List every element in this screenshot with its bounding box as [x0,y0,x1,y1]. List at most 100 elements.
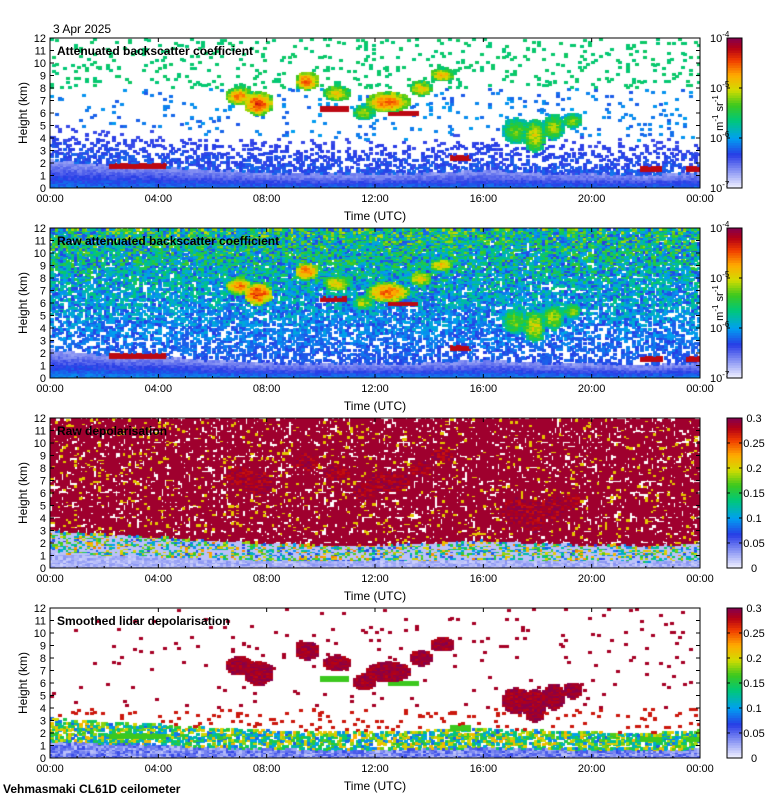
colorbar-swatch [727,558,742,562]
colorbar-swatch [727,100,742,104]
colorbar-swatch [727,525,742,529]
heatmap-2 [50,418,700,568]
panel-title: Smoothed lidar depolarisation [57,614,230,628]
colorbar-swatch [727,43,742,47]
colorbar-swatch [727,538,742,542]
colorbar-swatch [727,268,742,272]
colorbar-swatch [727,293,742,297]
colorbar-swatch [727,58,742,62]
x-axis-label: Time (UTC) [344,779,406,793]
colorbar-swatch [727,448,742,452]
y-tick-label: 4 [40,133,46,145]
colorbar-swatch [727,445,742,449]
colorbar-unit-label: m-1 sr-1 [711,95,726,131]
colorbar-swatch [727,503,742,507]
colorbar-tick-label: 0.05 [743,538,764,550]
colorbar-swatch [727,165,742,169]
y-axis-label: Height (km) [16,652,30,714]
colorbar-swatch [727,53,742,57]
colorbar-swatch [727,158,742,162]
colorbar-tick-label: 0.25 [743,438,764,450]
colorbar-swatch [727,460,742,464]
colorbar-swatch [727,560,742,564]
y-tick-label: 9 [40,641,46,653]
colorbar-swatch [727,473,742,477]
x-tick-label: 20:00 [578,573,606,585]
colorbar-swatch [727,375,742,379]
y-tick-label: 8 [40,653,46,665]
colorbar-swatch [727,283,742,287]
colorbar-swatch [727,625,742,629]
colorbar-swatch [727,505,742,509]
colorbar-swatch [727,93,742,97]
x-tick-label: 12:00 [361,573,389,585]
colorbar-swatch [727,358,742,362]
colorbar-tick-label: 0.1 [746,513,761,525]
colorbar: 0.3 0.25 0.2 0.15 0.1 0.05 0 [726,603,765,765]
colorbar-swatch [727,523,742,527]
y-tick-label: 8 [40,463,46,475]
x-tick-label: 12:00 [361,193,389,205]
colorbar-swatch [727,325,742,329]
y-tick-label: 2 [40,728,46,740]
colorbar-swatch [727,638,742,642]
colorbar-swatch [727,255,742,259]
colorbar-swatch [727,615,742,619]
colorbar-swatch [727,278,742,282]
colorbar-tick-label: 0.2 [746,463,761,475]
colorbar-swatch [727,373,742,377]
colorbar-swatch [727,693,742,697]
colorbar-swatch [727,563,742,567]
colorbar-swatch [727,623,742,627]
colorbar-swatch [727,700,742,704]
colorbar-swatch [727,738,742,742]
y-tick-label: 3 [40,716,46,728]
colorbar-swatch [727,483,742,487]
colorbar-swatch [727,73,742,77]
y-tick-label: 3 [40,146,46,158]
y-tick-label: 11 [35,426,46,438]
panel-title: Raw attenuated backscatter coefficient [57,234,279,248]
y-tick-label: 9 [40,71,46,83]
colorbar-swatch [727,125,742,129]
colorbar-swatch [727,295,742,299]
y-axis-label: Height (km) [16,462,30,524]
colorbar-swatch [727,455,742,459]
y-tick-label: 7 [40,96,46,108]
colorbar-swatch [727,438,742,442]
colorbar-swatch [727,728,742,732]
colorbar-swatch [727,470,742,474]
y-tick-label: 2 [40,348,46,360]
colorbar-swatch [727,433,742,437]
colorbar-swatch [727,463,742,467]
colorbar-swatch [727,303,742,307]
colorbar-swatch [727,533,742,537]
colorbar-swatch [727,363,742,367]
colorbar-swatch [727,368,742,372]
colorbar-swatch [727,70,742,74]
colorbar-swatch [727,123,742,127]
colorbar-swatch [727,288,742,292]
colorbar-tick-label: 0.25 [743,628,764,640]
colorbar-swatch [727,683,742,687]
colorbar-swatch [727,313,742,317]
colorbar-swatch [727,520,742,524]
x-tick-label: 04:00 [145,573,173,585]
colorbar-swatch [727,545,742,549]
colorbar-swatch [727,555,742,559]
colorbar-swatch [727,543,742,547]
colorbar-swatch [727,698,742,702]
colorbar-swatch [727,713,742,717]
colorbar-swatch [727,490,742,494]
y-tick-label: 10 [34,628,46,640]
colorbar-tick-label: 10-5 [710,80,730,95]
y-tick-label: 4 [40,513,46,525]
colorbar-tick-label: 10-7 [710,370,730,385]
x-tick-label: 00:00 [686,763,714,775]
x-tick-label: 00:00 [36,383,64,395]
colorbar-swatch [727,263,742,267]
colorbar-swatch [727,145,742,149]
panel-title: Raw depolarisation [57,424,167,438]
colorbar-swatch [727,643,742,647]
